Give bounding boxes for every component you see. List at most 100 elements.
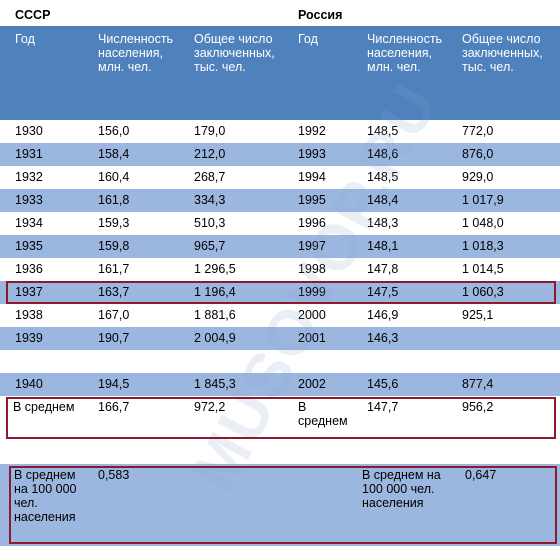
per100k-value-ussr: 0,583 [98,468,130,482]
cell-year-russia: 1996 [298,216,326,230]
region-label-row: СССР Россия [0,0,560,26]
average-row: В среднем 166,7 972,2 В среднем 147,7 95… [0,396,560,438]
cell-year-ussr: 1938 [15,308,43,322]
cell-prisoners-russia: 876,0 [462,147,494,161]
average-prisoners-ussr: 972,2 [194,400,226,414]
cell-population-russia: 148,1 [367,239,399,253]
spacer-row [0,438,560,464]
cell-year-russia: 1997 [298,239,326,253]
cell-prisoners-ussr: 965,7 [194,239,226,253]
cell-prisoners-russia: 929,0 [462,170,494,184]
cell-year-ussr: 1939 [15,331,43,345]
cell-population-russia: 148,5 [367,170,399,184]
highlight-per100k-row [9,466,557,544]
cell-prisoners-russia: 1 014,5 [462,262,504,276]
table-row: 1932 160,4 268,7 1994 148,5 929,0 [0,166,560,189]
header-year-russia: Год [298,32,318,46]
table-row: 1938 167,0 1 881,6 2000 146,9 925,1 [0,304,560,327]
table-row: 1934 159,3 510,3 1996 148,3 1 048,0 [0,212,560,235]
table-row: 1930 156,0 179,0 1992 148,5 772,0 [0,120,560,143]
cell-year-russia: 1993 [298,147,326,161]
cell-prisoners-ussr: 510,3 [194,216,226,230]
cell-prisoners-russia: 1 048,0 [462,216,504,230]
table-row: 1935 159,8 965,7 1997 148,1 1 018,3 [0,235,560,258]
cell-prisoners-russia: 772,0 [462,124,494,138]
cell-population-russia: 146,3 [367,331,399,345]
cell-prisoners-russia: 1 017,9 [462,193,504,207]
cell-year-russia: 2001 [298,331,326,345]
average-population-ussr: 166,7 [98,400,130,414]
cell-population-ussr: 159,3 [98,216,130,230]
average-prisoners-russia: 956,2 [462,400,494,414]
cell-population-ussr: 163,7 [98,285,130,299]
per100k-label-ussr: В среднем на 100 000 чел. населения [14,468,77,524]
cell-year-russia: 1992 [298,124,326,138]
cell-population-russia: 148,6 [367,147,399,161]
per100k-value-russia: 0,647 [465,468,497,482]
cell-population-ussr: 161,7 [98,262,130,276]
cell-population-russia: 145,6 [367,377,399,391]
cell-prisoners-ussr: 268,7 [194,170,226,184]
table-row: 1940 194,5 1 845,3 2002 145,6 877,4 [0,373,560,396]
cell-prisoners-ussr: 1 845,3 [194,377,236,391]
cell-population-russia: 148,5 [367,124,399,138]
cell-population-russia: 148,3 [367,216,399,230]
header-prisoners-russia: Общее число заключенных, тыс. чел. [462,32,543,74]
cell-population-ussr: 159,8 [98,239,130,253]
cell-year-russia: 2002 [298,377,326,391]
average-population-russia: 147,7 [367,400,399,414]
cell-prisoners-russia: 877,4 [462,377,494,391]
cell-population-russia: 146,9 [367,308,399,322]
cell-prisoners-ussr: 1 196,4 [194,285,236,299]
cell-year-ussr: 1931 [15,147,43,161]
cell-year-ussr: 1940 [15,377,43,391]
table-row [0,350,560,373]
cell-year-russia: 1998 [298,262,326,276]
table-row: 1933 161,8 334,3 1995 148,4 1 017,9 [0,189,560,212]
cell-year-russia: 2000 [298,308,326,322]
cell-population-ussr: 161,8 [98,193,130,207]
cell-year-ussr: 1935 [15,239,43,253]
table-row: 1936 161,7 1 296,5 1998 147,8 1 014,5 [0,258,560,281]
cell-prisoners-ussr: 212,0 [194,147,226,161]
cell-prisoners-ussr: 1 881,6 [194,308,236,322]
cell-year-ussr: 1937 [15,285,43,299]
cell-prisoners-russia: 925,1 [462,308,494,322]
header-prisoners-ussr: Общее число заключенных, тыс. чел. [194,32,275,74]
header-population-russia: Численность населения, млн. чел. [367,32,443,74]
average-label-russia: В среднем [298,400,348,428]
highlight-1937-row [6,281,556,304]
cell-population-ussr: 190,7 [98,331,130,345]
cell-population-russia: 148,4 [367,193,399,207]
cell-prisoners-ussr: 1 296,5 [194,262,236,276]
cell-population-ussr: 156,0 [98,124,130,138]
ussr-label: СССР [15,8,51,22]
cell-prisoners-russia: 1 018,3 [462,239,504,253]
cell-population-russia: 147,5 [367,285,399,299]
table-row: 1937 163,7 1 196,4 1999 147,5 1 060,3 [0,281,560,304]
cell-year-ussr: 1932 [15,170,43,184]
cell-year-ussr: 1933 [15,193,43,207]
cell-population-ussr: 167,0 [98,308,130,322]
average-label-ussr: В среднем [13,400,75,414]
cell-population-ussr: 194,5 [98,377,130,391]
per100k-row: В среднем на 100 000 чел. населения 0,58… [0,464,560,546]
table-header: Год Численность населения, млн. чел. Общ… [0,26,560,120]
cell-population-ussr: 160,4 [98,170,130,184]
cell-year-ussr: 1936 [15,262,43,276]
header-year-ussr: Год [15,32,35,46]
header-population-ussr: Численность населения, млн. чел. [98,32,174,74]
cell-prisoners-russia: 1 060,3 [462,285,504,299]
cell-year-ussr: 1934 [15,216,43,230]
cell-prisoners-ussr: 2 004,9 [194,331,236,345]
cell-year-russia: 1995 [298,193,326,207]
cell-prisoners-ussr: 179,0 [194,124,226,138]
cell-population-ussr: 158,4 [98,147,130,161]
highlight-average-row [6,397,556,439]
table-row: 1931 158,4 212,0 1993 148,6 876,0 [0,143,560,166]
russia-label: Россия [298,8,343,22]
table-row: 1939 190,7 2 004,9 2001 146,3 [0,327,560,350]
cell-year-russia: 1999 [298,285,326,299]
per100k-label-russia: В среднем на 100 000 чел. населения [362,468,441,510]
cell-prisoners-ussr: 334,3 [194,193,226,207]
